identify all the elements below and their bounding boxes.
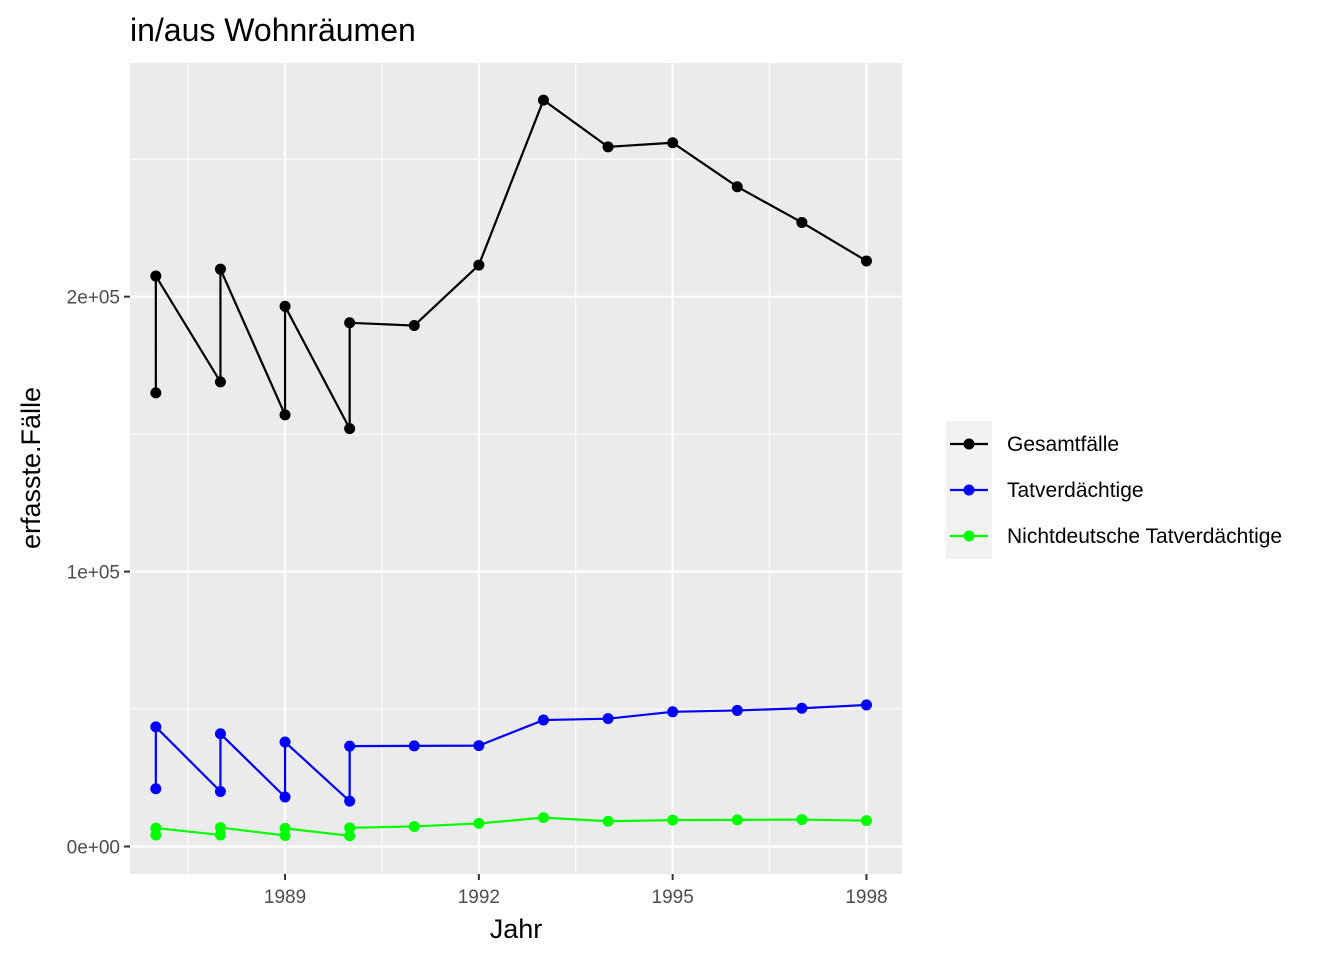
y-tick-label: 1e+05 [67,563,120,584]
data-point [279,736,291,748]
data-point [537,812,549,824]
plot-panel [130,63,902,874]
data-point [602,815,614,827]
data-point [150,783,162,795]
x-tick-label: 1995 [652,887,694,908]
data-point [667,137,679,149]
data-point [279,822,291,834]
data-point [214,822,226,834]
x-tick-label: 1998 [845,887,887,908]
data-point [473,817,485,829]
legend-key-point [963,530,975,542]
data-point [860,699,872,711]
data-point [279,409,291,421]
data-point [731,704,743,716]
data-point [214,376,226,388]
data-point [214,728,226,740]
minor-grid [130,63,902,874]
data-point [602,141,614,153]
axes: 1989 1992 1995 1998 0e+00 1e+05 2e+05 [67,288,888,908]
legend-key-point [963,484,975,496]
legend-key-point [963,438,975,450]
data-point [602,713,614,725]
data-point [731,814,743,826]
chart-title: in/aus Wohnräumen [130,12,416,48]
data-point [860,815,872,827]
data-point [667,706,679,718]
data-point [731,181,743,193]
legend-label: Gesamtfälle [1007,433,1119,456]
data-point [344,423,356,435]
y-tick-label: 2e+05 [67,288,120,309]
data-point [344,795,356,807]
data-point [344,822,356,834]
data-point [344,317,356,329]
data-point [408,320,420,332]
series-line-2 [154,703,867,803]
data-point [408,820,420,832]
data-point [408,740,420,752]
data-point [279,300,291,312]
data-point [537,714,549,726]
data-point [473,259,485,271]
x-tick-label: 1989 [264,887,306,908]
data-point [796,216,808,228]
data-point [344,740,356,752]
y-axis-title: erfasste.Fälle [16,387,46,549]
y-tick-label: 0e+00 [67,838,120,859]
data-point [214,786,226,798]
data-point [537,94,549,106]
major-grid [130,63,902,874]
legend: Gesamtfälle Tatverdächtige Nichtdeutsche T… [946,421,1282,559]
legend-label: Tatverdächtige [1007,479,1144,502]
series-line-1 [154,99,868,430]
data-point [860,255,872,267]
series-layer [150,94,872,842]
x-axis-title: Jahr [490,914,543,944]
x-tick-label: 1992 [458,887,500,908]
data-point [473,740,485,752]
data-point [150,721,162,733]
data-point [667,814,679,826]
data-point [279,791,291,803]
data-point [150,387,162,399]
data-point [150,270,162,282]
data-point [150,822,162,834]
data-point [344,830,356,842]
legend-label: Nichtdeutsche Tatverdächtige [1007,525,1282,548]
data-point [796,702,808,714]
data-point [214,263,226,275]
data-point [796,814,808,826]
